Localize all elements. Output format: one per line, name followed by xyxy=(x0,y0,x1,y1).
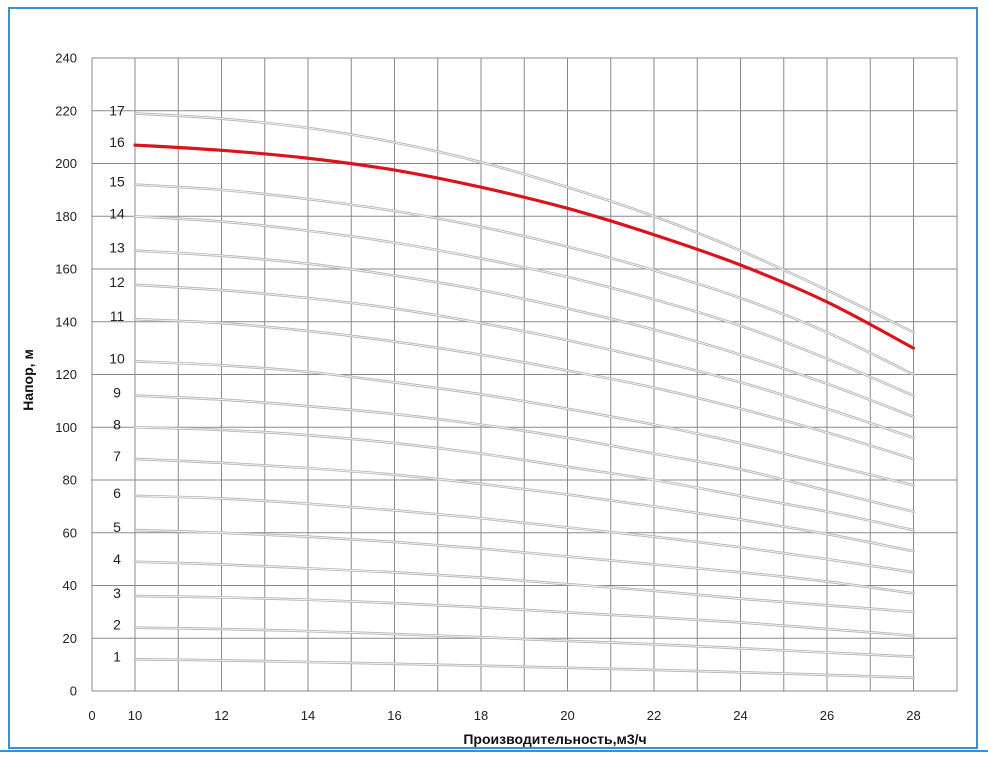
curve-6-inner xyxy=(134,495,914,573)
y-tick-label: 40 xyxy=(63,578,77,593)
y-tick-label: 180 xyxy=(55,209,77,224)
curve-12-inner xyxy=(134,284,914,439)
curves xyxy=(133,112,916,680)
curve-label-11: 11 xyxy=(110,308,125,324)
curve-7-inner xyxy=(134,458,914,552)
x-tick-label: 16 xyxy=(387,708,401,723)
curve-label-5: 5 xyxy=(113,519,121,535)
curve-label-6: 6 xyxy=(113,485,121,501)
x-tick-label: 24 xyxy=(733,708,747,723)
grid xyxy=(92,57,957,692)
y-tick-label: 100 xyxy=(55,420,77,435)
bottom-rule xyxy=(0,750,988,760)
curve-label-3: 3 xyxy=(113,585,121,601)
curve-14-inner xyxy=(134,215,914,397)
y-tick-labels: 0 20 40 60 80 100 120 140 160 180 200 220 240 xyxy=(55,51,77,699)
curve-label-2: 2 xyxy=(113,617,121,633)
curve-label-14: 14 xyxy=(109,205,125,221)
curve-13-inner xyxy=(134,250,914,418)
curve-16 xyxy=(133,143,916,350)
y-tick-label: 200 xyxy=(55,156,77,171)
curve-label-13: 13 xyxy=(109,240,125,256)
y-tick-label: 0 xyxy=(70,684,77,699)
curve-label-4: 4 xyxy=(113,551,121,567)
curve-label-8: 8 xyxy=(113,416,121,432)
plot-border xyxy=(91,57,958,692)
curve-label-15: 15 xyxy=(109,174,125,190)
chart-frame xyxy=(8,7,978,749)
y-tick-label: 140 xyxy=(55,314,77,329)
x-tick-label: 28 xyxy=(906,708,920,723)
x-tick-label: 26 xyxy=(820,708,834,723)
y-tick-label: 80 xyxy=(63,473,77,488)
curve-2-inner xyxy=(134,627,914,658)
origin-label: 0 xyxy=(88,708,95,723)
x-tick-labels: 10 12 14 16 18 20 22 24 26 28 xyxy=(128,708,921,723)
x-tick-label: 14 xyxy=(301,708,315,723)
curve-8-inner xyxy=(134,426,914,531)
curve-label-1: 1 xyxy=(113,648,121,664)
curve-10-inner xyxy=(134,360,914,486)
curve-11-inner xyxy=(134,318,914,460)
curve-3-inner xyxy=(134,595,914,637)
curve-label-17: 17 xyxy=(109,102,125,118)
y-tick-label: 120 xyxy=(55,367,77,382)
y-tick-label: 20 xyxy=(63,631,77,646)
curve-1-inner xyxy=(134,658,914,679)
y-tick-label: 160 xyxy=(55,262,77,277)
x-tick-label: 20 xyxy=(560,708,574,723)
x-tick-label: 22 xyxy=(647,708,661,723)
curve-label-16: 16 xyxy=(109,134,125,150)
curve-4-inner xyxy=(134,561,914,613)
curve-label-7: 7 xyxy=(113,448,121,464)
curve-9-inner xyxy=(134,395,914,513)
plot-area-border xyxy=(91,57,958,692)
x-tick-label: 12 xyxy=(214,708,228,723)
y-tick-label: 220 xyxy=(55,103,77,118)
curve-17-inner xyxy=(134,112,914,333)
curve-5-inner xyxy=(134,529,914,594)
x-tick-label: 10 xyxy=(128,708,142,723)
x-tick-label: 18 xyxy=(474,708,488,723)
curve-15-inner xyxy=(134,184,914,375)
curve-label-12: 12 xyxy=(109,274,125,290)
x-axis-title: Производительность,м3/ч xyxy=(463,731,646,747)
curve-label-9: 9 xyxy=(113,385,121,401)
y-axis-title: Напор, м xyxy=(20,349,36,411)
y-tick-label: 240 xyxy=(55,51,77,66)
curve-label-10: 10 xyxy=(109,350,125,366)
y-tick-label: 60 xyxy=(63,525,77,540)
